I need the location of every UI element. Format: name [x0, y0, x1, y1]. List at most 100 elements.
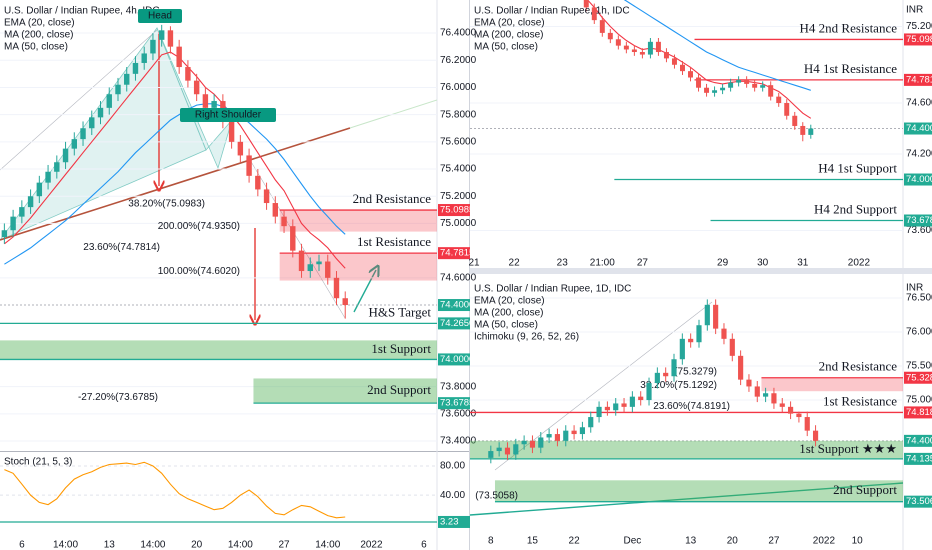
zone: [470, 440, 903, 459]
x-tick-label: 8: [488, 536, 494, 547]
y-tick-label: 80.00: [440, 461, 465, 472]
candle-body: [615, 39, 621, 46]
price-tag: [904, 434, 932, 447]
indicator-name: EMA (20, close): [4, 18, 75, 29]
candle-body: [272, 203, 279, 217]
indicator-line: [4, 461, 346, 519]
candle-body: [647, 41, 653, 55]
trend-line: [249, 159, 346, 319]
candle-body: [513, 444, 519, 455]
candle-body: [571, 430, 577, 435]
fib-label: 23.60%(74.8191): [653, 401, 730, 412]
x-tick-label: 6: [19, 540, 25, 550]
x-tick-label: 14:00: [53, 540, 78, 550]
candle-body: [504, 447, 511, 455]
candle-body: [80, 128, 86, 140]
level-label: 2nd Resistance: [353, 191, 432, 206]
candle-body: [646, 383, 652, 401]
fib-label: (73.5058): [475, 490, 518, 501]
level-label: 1st Resistance: [357, 234, 431, 249]
candle-body: [342, 298, 348, 306]
indicator-name: MA (200, close): [474, 30, 543, 41]
x-tick-label: 20: [191, 540, 203, 550]
level-label: 1st Support: [371, 341, 431, 356]
price-tag-label: 73.5060: [906, 496, 932, 507]
candle-body: [713, 304, 719, 329]
price-tag-label: 74.0000: [906, 174, 932, 185]
annotation-box: [180, 108, 276, 122]
price-tag: [438, 299, 470, 312]
candle-body: [738, 355, 744, 380]
fib-label: 38.20%(75.0983): [128, 199, 205, 210]
candle-body: [808, 128, 814, 135]
zone: [279, 253, 437, 281]
candle-body: [696, 77, 702, 88]
level-label: 2nd Support: [367, 382, 431, 397]
price-tag-label: 75.0985: [906, 34, 932, 45]
price-tag: [438, 317, 470, 330]
candle-body: [546, 434, 552, 438]
candle-body: [779, 403, 785, 407]
candle-body: [62, 148, 69, 163]
y-tick-label: 74.6000: [440, 272, 477, 283]
zone: [253, 378, 437, 404]
price-tag: [904, 33, 932, 46]
currency: INR: [906, 283, 923, 294]
candle-body: [754, 386, 760, 397]
candle-body: [704, 304, 710, 326]
candle-body: [298, 250, 305, 272]
level-label: 2nd Resistance: [819, 359, 898, 374]
x-tick-label: 27: [637, 258, 649, 269]
x-tick-label: 14:00: [228, 540, 253, 550]
candle-body: [19, 207, 25, 217]
x-tick-label: 2022: [360, 540, 383, 550]
price-tag: [438, 204, 470, 217]
x-tick-label: 2022: [848, 258, 871, 269]
price-tag: [438, 515, 470, 528]
neckline: [0, 127, 351, 241]
y-tick-label: 75.6000: [440, 136, 477, 147]
candle-body: [591, 7, 597, 21]
trend-line: [470, 482, 903, 516]
candle-body: [599, 20, 605, 33]
candle-body: [263, 189, 270, 204]
level-label: 1st Support ★★★: [799, 441, 897, 456]
candle-body: [671, 359, 677, 377]
price-tag: [904, 214, 932, 227]
candle-body: [784, 103, 790, 116]
candle-body: [281, 216, 287, 227]
candle-body: [563, 430, 569, 441]
candle-body: [623, 45, 629, 50]
candle-body: [115, 84, 121, 95]
indicator-name: Ichimoku (9, 26, 52, 26): [474, 332, 579, 343]
candle-body: [141, 53, 147, 63]
fib-label: 100.00%(74.6020): [158, 266, 240, 277]
level-label: H4 1st Support: [818, 161, 897, 176]
candle-body: [629, 396, 635, 407]
candle-body: [237, 141, 244, 156]
x-tick-label: 30: [757, 258, 769, 269]
y-tick-label: 75.5000: [906, 361, 932, 372]
x-tick-label: 31: [797, 258, 809, 269]
candle-body: [792, 115, 798, 126]
fib-label: 200.00%(74.9350): [158, 221, 240, 232]
price-tag: [438, 353, 470, 366]
y-tick-label: 73.6000: [906, 225, 932, 236]
candle-body: [193, 80, 200, 95]
candle-body: [800, 125, 806, 135]
price-tag: [904, 406, 932, 419]
indicator-name: MA (50, close): [474, 320, 538, 331]
candle-body: [158, 30, 165, 40]
pane-divider: [470, 268, 932, 274]
price-tag-label: 74.4000: [906, 435, 932, 446]
candle-body: [663, 372, 669, 377]
indicator-name: EMA (20, close): [474, 296, 545, 307]
candle-body: [688, 338, 694, 343]
candle-body: [307, 264, 313, 272]
candle-body: [290, 226, 296, 251]
y-tick-label: 76.0000: [906, 327, 932, 338]
currency: INR: [906, 5, 923, 16]
price-tag: [904, 173, 932, 186]
candle-body: [729, 338, 735, 356]
x-tick-label: 22: [569, 536, 581, 547]
